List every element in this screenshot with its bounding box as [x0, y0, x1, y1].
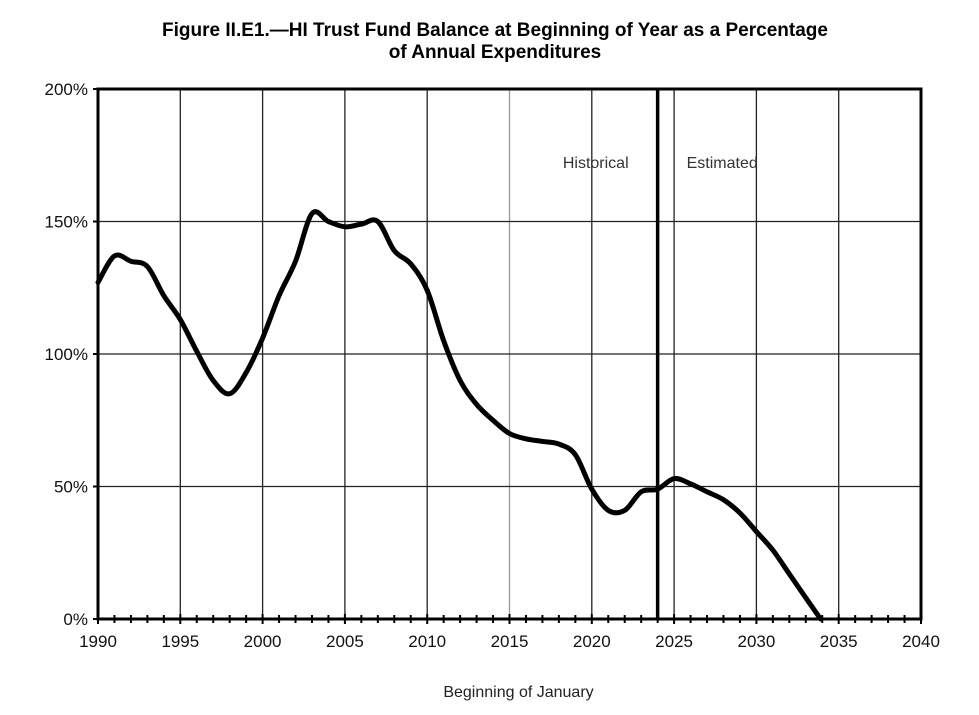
y-tick-label-100: 100%	[45, 345, 88, 364]
grid-lines	[98, 89, 921, 619]
plot-border	[96, 87, 923, 621]
plot-frame	[96, 87, 923, 621]
y-tick-label-150: 150%	[45, 213, 88, 232]
x-axis-label: Beginning of January	[443, 684, 593, 701]
x-tick-label-2040: 2040	[902, 632, 940, 651]
x-tick-label-2030: 2030	[737, 632, 775, 651]
y-tick-label-50: 50%	[54, 478, 88, 497]
x-tick-label-2010: 2010	[408, 632, 446, 651]
x-tick-label-2005: 2005	[326, 632, 364, 651]
x-tick-label-2035: 2035	[820, 632, 858, 651]
annotation-estimated: Estimated	[687, 155, 758, 172]
minor-ticks	[93, 88, 922, 624]
y-tick-label-0: 0%	[63, 610, 88, 629]
x-tick-label-2015: 2015	[491, 632, 529, 651]
x-tick-label-2025: 2025	[655, 632, 693, 651]
x-tick-label-2020: 2020	[573, 632, 611, 651]
chart-title-line2: of Annual Expenditures	[388, 42, 602, 63]
series-line-0	[95, 209, 824, 622]
x-tick-label-1990: 1990	[79, 632, 117, 651]
chart-title: Figure II.E1.—HI Trust Fund Balance at B…	[0, 20, 979, 64]
chart-title-line1: Figure II.E1.—HI Trust Fund Balance at B…	[162, 20, 828, 41]
x-tick-label-2000: 2000	[244, 632, 282, 651]
x-tick-labels: 1990 1995 2000 2005 2010 2015 2020 2025 2030 2035…	[79, 632, 940, 651]
series-group	[95, 209, 824, 622]
x-tick-label-1995: 1995	[161, 632, 199, 651]
y-tick-labels: 0% 50% 100% 150% 200%	[45, 80, 88, 629]
annotation-historical: Historical	[563, 155, 629, 172]
y-tick-label-200: 200%	[45, 80, 88, 99]
